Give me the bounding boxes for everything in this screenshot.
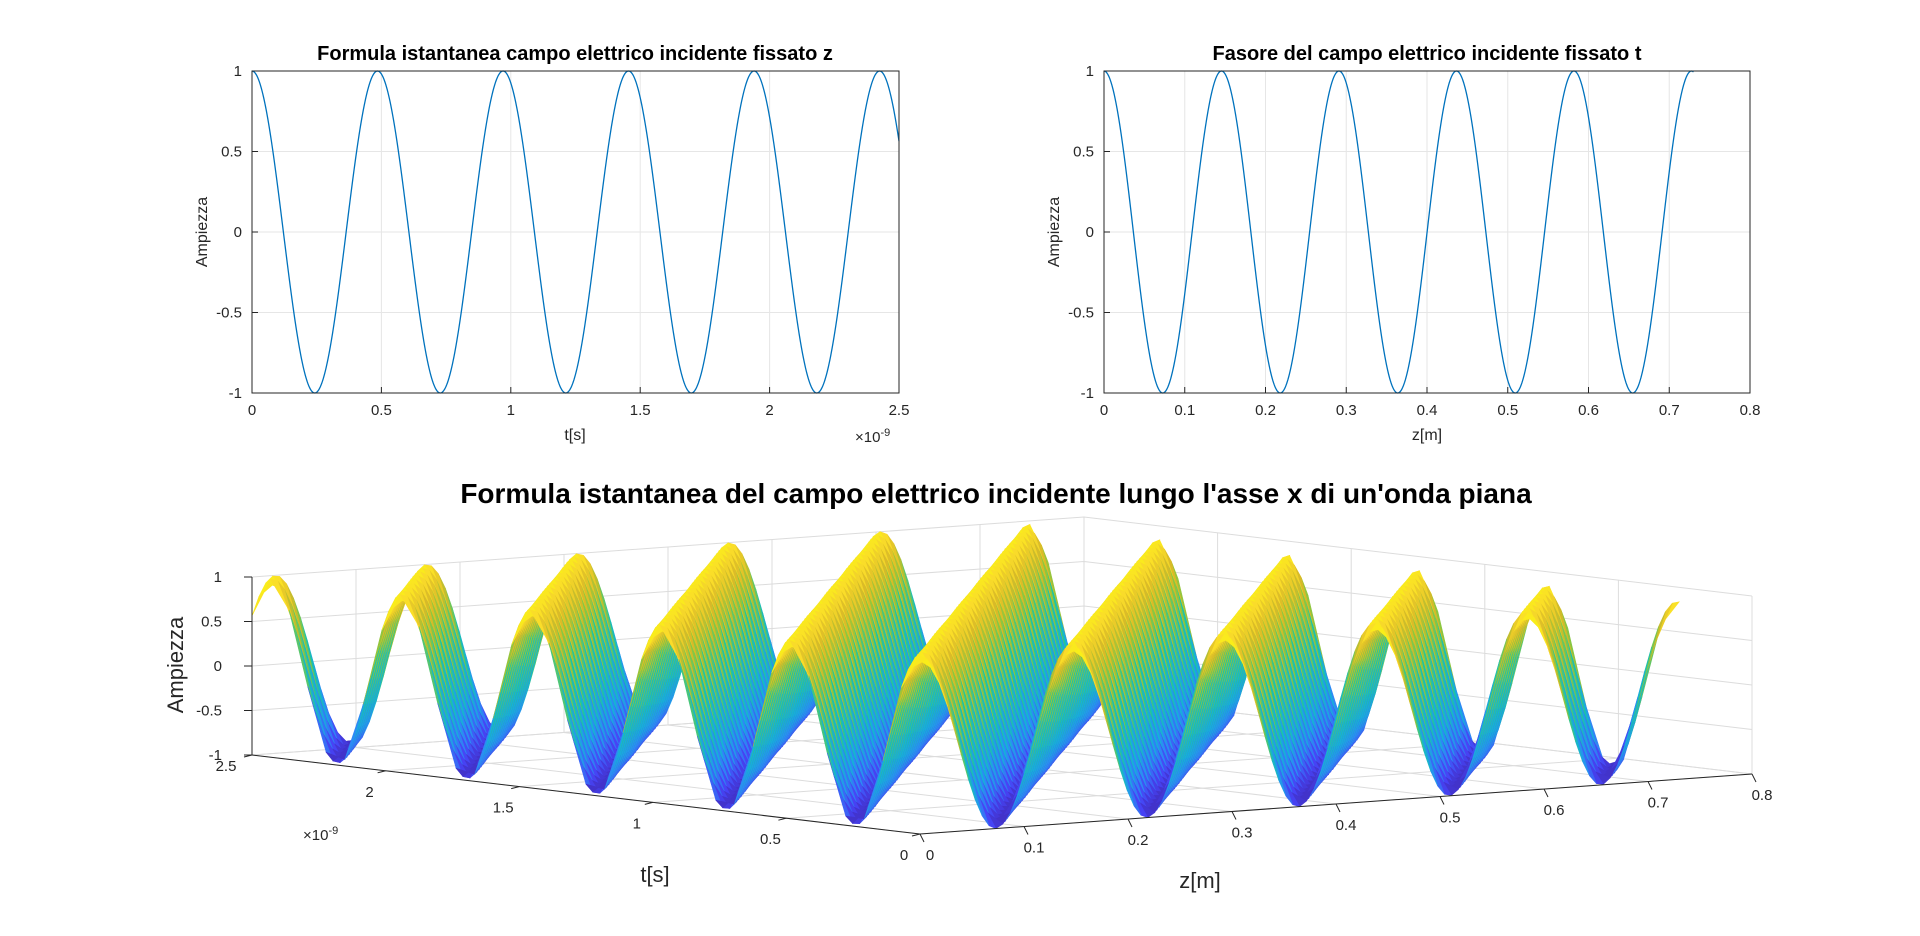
z-tick-label: 0.3 — [1232, 825, 1253, 842]
time-domain-chart: Formula istantanea campo elettrico incid… — [194, 43, 909, 446]
amplitude-tick-labels: -1 -0.5 0 0.5 1 — [196, 569, 222, 764]
z-tick-label: 0.2 — [1128, 832, 1149, 849]
x-tick-labels: 0 0.5 1 1.5 2 2.5 — [248, 402, 910, 419]
x-tick-label: 0.3 — [1336, 402, 1357, 419]
y-tick-label: -0.5 — [216, 305, 242, 322]
t-tick-labels: 0 0.5 1 1.5 2 2.5 — [216, 758, 909, 864]
grid — [251, 70, 900, 394]
space-domain-chart: Fasore del campo elettrico incidente fis… — [1046, 43, 1760, 444]
t-tick-label: 0 — [900, 847, 908, 864]
x-tick-label: 0.5 — [1497, 402, 1518, 419]
x-tick-label: 1 — [507, 402, 515, 419]
y-tick-label: -1 — [229, 385, 242, 402]
amplitude-tick-label: 0 — [214, 658, 222, 675]
z-tick-label: 0.7 — [1648, 795, 1669, 812]
amplitude-tick-label: -0.5 — [196, 703, 222, 720]
t-axis-line — [251, 754, 921, 835]
y-tick-label: -0.5 — [1068, 305, 1094, 322]
x-tick-label: 0.8 — [1740, 402, 1761, 419]
x-tick-labels: 0 0.1 0.2 0.3 0.4 0.5 0.6 0.7 0.8 — [1100, 402, 1761, 419]
chart-title: Fasore del campo elettrico incidente fis… — [1212, 43, 1641, 65]
z-tick-label: 0 — [926, 847, 934, 864]
t-exponent-label: ×10-9 — [303, 825, 338, 844]
x-tick-label: 0.1 — [1174, 402, 1195, 419]
z-tick-label: 0.6 — [1544, 802, 1565, 819]
x-tick-label: 1.5 — [630, 402, 651, 419]
t-tick-label: 2.5 — [216, 758, 237, 775]
amplitude-tick-label: 1 — [214, 569, 222, 586]
y-tick-label: 0.5 — [1073, 144, 1094, 161]
x-tick-label: 0.4 — [1417, 402, 1438, 419]
x-tick-label: 0 — [1100, 402, 1108, 419]
x-tick-label: 0 — [248, 402, 256, 419]
z-tick — [1335, 803, 1341, 813]
x-axis-label: t[s] — [564, 427, 585, 444]
y-tick-labels: -1 -0.5 0 0.5 1 — [1068, 63, 1094, 402]
z-tick-labels: 0 0.1 0.2 0.3 0.4 0.5 0.6 0.7 0.8 — [926, 787, 1773, 864]
chart-title: Formula istantanea campo elettrico incid… — [317, 43, 833, 65]
y-tick-labels: -1 -0.5 0 0.5 1 — [216, 63, 242, 402]
chart-title: Formula istantanea del campo elettrico i… — [460, 478, 1532, 509]
z-tick — [1127, 818, 1133, 828]
z-tick — [1543, 788, 1549, 798]
amplitude-tick-label: -1 — [209, 747, 222, 764]
amplitude-tick-label: 0.5 — [201, 614, 222, 631]
y-tick-label: 0.5 — [221, 144, 242, 161]
z-tick — [1231, 811, 1237, 820]
t-tick-label: 0.5 — [760, 831, 781, 848]
t-tick — [511, 786, 520, 790]
x-tick-label: 0.5 — [371, 402, 392, 419]
y-tick-label: 0 — [1086, 224, 1094, 241]
z-tick — [1439, 796, 1445, 805]
z-tick-label: 0.5 — [1440, 810, 1461, 827]
t-tick — [377, 770, 386, 774]
y-tick-label: -1 — [1081, 385, 1094, 402]
t-tick-label: 1.5 — [493, 800, 514, 817]
z-axis-label: z[m] — [1179, 868, 1221, 893]
y-tick-label: 1 — [234, 63, 242, 80]
x-exponent-label: ×10-9 — [855, 427, 890, 446]
series-line — [251, 70, 900, 394]
x-tick-label: 2 — [765, 402, 773, 419]
t-tick-label: 1 — [633, 815, 641, 832]
axis-lines — [243, 576, 1757, 843]
x-tick-label: 0.6 — [1578, 402, 1599, 419]
z-tick-label: 0.4 — [1336, 817, 1357, 834]
z-tick — [1647, 781, 1653, 790]
x-axis-label: z[m] — [1412, 427, 1442, 444]
x-tick-label: 2.5 — [889, 402, 910, 419]
amplitude-axis-label: Ampiezza — [163, 616, 188, 713]
surface-patch — [1653, 601, 1680, 647]
surface-chart: Formula istantanea del campo elettrico i… — [163, 478, 1772, 893]
axes-box — [1103, 70, 1751, 394]
axes-box — [251, 70, 900, 394]
t-tick — [778, 817, 787, 821]
z-tick — [1023, 826, 1029, 835]
surface-patch — [901, 655, 928, 688]
z-tick — [919, 833, 925, 843]
x-tick-label: 0.2 — [1255, 402, 1276, 419]
t-tick — [911, 833, 921, 837]
z-tick-label: 0.1 — [1024, 840, 1045, 857]
y-tick-label: 0 — [234, 224, 242, 241]
surface — [251, 523, 1680, 830]
y-tick-label: 1 — [1086, 63, 1094, 80]
z-tick-label: 0.8 — [1752, 787, 1773, 804]
y-axis-label: Ampiezza — [1046, 197, 1063, 267]
t-axis-label: t[s] — [640, 862, 669, 887]
t-tick — [644, 801, 653, 805]
t-tick-label: 2 — [365, 784, 373, 801]
z-tick — [1751, 773, 1757, 783]
x-tick-label: 0.7 — [1659, 402, 1680, 419]
y-axis-label: Ampiezza — [194, 197, 211, 267]
